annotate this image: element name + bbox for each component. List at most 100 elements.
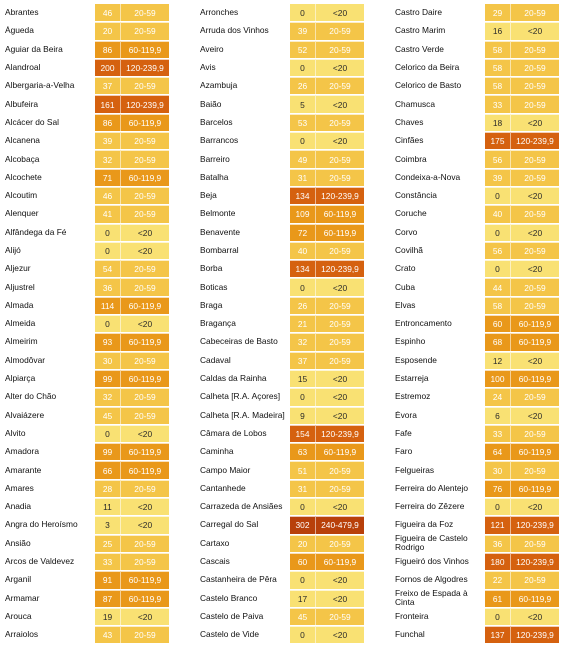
municipality-name: Aveiro (200, 44, 224, 54)
incidence-value: 134 (290, 186, 316, 205)
municipality-name: Espinho (395, 337, 426, 347)
incidence-value: 180 (485, 552, 511, 571)
incidence-value: 39 (290, 22, 316, 40)
incidence-value: 32 (95, 388, 121, 406)
municipality-name: Belmonte (200, 209, 236, 219)
incidence-class: 20-59 (511, 205, 559, 223)
incidence-value: 0 (95, 241, 121, 260)
municipality-name: Amadora (5, 447, 39, 457)
incidence-value: 31 (290, 168, 316, 186)
incidence-class: 20-59 (121, 150, 169, 168)
table-row: Cascais 60 60-119,9 (198, 552, 364, 571)
incidence-value: 61 (485, 589, 511, 607)
table-row: Figueira de Castelo Rodrigo 36 20-59 (393, 534, 559, 553)
incidence-value: 100 (485, 369, 511, 388)
incidence-value: 31 (290, 479, 316, 498)
municipality-name: Celorico da Beira (395, 63, 460, 73)
incidence-class: 60-119,9 (511, 589, 559, 607)
table-row: Alcoutim 46 20-59 (3, 186, 169, 205)
incidence-value: 54 (95, 260, 121, 278)
incidence-class: <20 (316, 589, 364, 607)
table-row: Celorico de Basto 58 20-59 (393, 77, 559, 95)
incidence-value: 46 (95, 4, 121, 22)
municipality-name: Carrazeda de Ansiães (200, 502, 283, 512)
incidence-value: 6 (485, 406, 511, 424)
incidence-value: 56 (485, 241, 511, 260)
incidence-value: 26 (290, 77, 316, 95)
municipality-name: Chamusca (395, 99, 436, 109)
municipality-name: Estremoz (395, 392, 431, 402)
table-row: Calheta [R.A. Açores] 0 <20 (198, 388, 364, 406)
municipality-name: Beja (200, 191, 217, 201)
municipality-name: Évora (395, 410, 417, 420)
incidence-value: 302 (290, 516, 316, 534)
incidence-class: 60-119,9 (121, 168, 169, 186)
incidence-class: 120-239,9 (511, 516, 559, 534)
municipality-name: Avis (200, 63, 216, 73)
table-row: Baião 5 <20 (198, 95, 364, 113)
table-row: Alcanena 39 20-59 (3, 132, 169, 150)
municipality-name: Alter do Chão (5, 392, 57, 402)
incidence-value: 134 (290, 260, 316, 278)
municipality-name: Figueiró dos Vinhos (395, 557, 469, 567)
table-row: Azambuja 26 20-59 (198, 77, 364, 95)
incidence-class: 120-239,9 (121, 95, 169, 113)
incidence-class: 20-59 (511, 95, 559, 113)
incidence-value: 0 (95, 223, 121, 241)
municipality-name: Alcoutim (5, 191, 38, 201)
incidence-class: <20 (511, 186, 559, 205)
table-row: Armamar 87 60-119,9 (3, 589, 169, 608)
incidence-class: 60-119,9 (121, 589, 169, 607)
incidence-value: 37 (95, 77, 121, 95)
incidence-class: 60-119,9 (511, 333, 559, 351)
municipality-name: Castro Marim (395, 26, 446, 36)
municipality-name: Amarante (5, 465, 42, 475)
municipality-name: Aguiar da Beira (5, 44, 63, 54)
incidence-class: <20 (511, 113, 559, 132)
municipality-name: Coimbra (395, 154, 427, 164)
incidence-class: <20 (316, 388, 364, 406)
municipality-name: Condeixa-a-Nova (395, 172, 461, 182)
incidence-value: 26 (290, 296, 316, 315)
incidence-value: 58 (485, 40, 511, 58)
table-row: Espinho 68 60-119,9 (393, 333, 559, 351)
incidence-value: 30 (485, 461, 511, 479)
table-row: Freixo de Espada à Cinta 61 60-119,9 (393, 589, 559, 608)
incidence-value: 64 (485, 443, 511, 461)
incidence-class: <20 (316, 406, 364, 424)
table-row: Aguiar da Beira 86 60-119,9 (3, 40, 169, 59)
municipality-name: Bombarral (200, 246, 239, 255)
incidence-value: 39 (485, 168, 511, 186)
incidence-class: 20-59 (511, 168, 559, 186)
municipality-name: Barrancos (200, 136, 239, 146)
table-row: Arronches 0 <20 (198, 4, 364, 22)
municipality-name: Almodôvar (5, 355, 46, 365)
table-row: Arraiolos 43 20-59 (3, 626, 169, 644)
table-row: Abrantes 46 20-59 (3, 4, 169, 22)
municipality-name: Albergaria-a-Velha (5, 81, 75, 91)
table-row: Alter do Chão 32 20-59 (3, 388, 169, 406)
incidence-class: 60-119,9 (511, 443, 559, 461)
incidence-class: <20 (121, 424, 169, 443)
table-row: Corvo 0 <20 (393, 223, 559, 242)
table-row: Bragança 21 20-59 (198, 315, 364, 333)
incidence-class: 60-119,9 (121, 333, 169, 351)
municipality-name: Elvas (395, 300, 416, 310)
municipality-name: Azambuja (200, 81, 238, 91)
incidence-class: 20-59 (316, 168, 364, 186)
incidence-value: 114 (95, 296, 121, 315)
table-row: Almeida 0 <20 (3, 315, 169, 333)
incidence-value: 121 (485, 516, 511, 534)
incidence-class: 20-59 (511, 241, 559, 260)
table-row: Estarreja 100 60-119,9 (393, 369, 559, 388)
table-row: Esposende 12 <20 (393, 351, 559, 370)
table-row: Castro Daire 29 20-59 (393, 4, 559, 22)
municipality-column-1: Abrantes 46 20-59 Águeda 20 20-59 Aguiar da Be… (3, 4, 169, 644)
incidence-value: 58 (485, 296, 511, 315)
incidence-class: 60-119,9 (121, 296, 169, 315)
municipality-name: Castelo de Paiva (200, 611, 264, 621)
incidence-class: 120-239,9 (511, 626, 559, 644)
municipality-name: Boticas (200, 282, 228, 292)
incidence-class: <20 (511, 498, 559, 516)
table-row: Belmonte 109 60-119,9 (198, 205, 364, 223)
